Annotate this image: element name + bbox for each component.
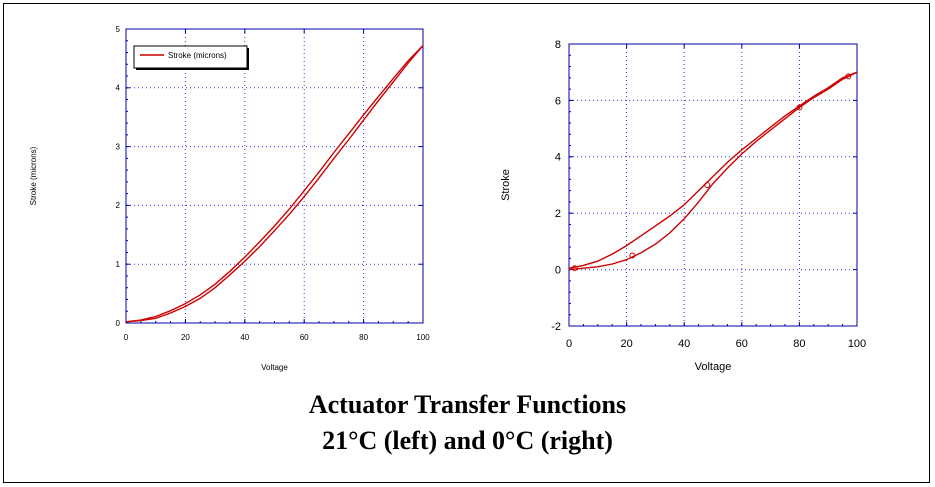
series-line-up bbox=[125, 45, 424, 323]
chart-left-x-axis-label: Voltage bbox=[261, 363, 288, 372]
chart-right-markers bbox=[571, 73, 852, 272]
x-tick-label: 100 bbox=[848, 338, 866, 350]
chart-left-plot-frame bbox=[125, 28, 424, 324]
series-line-up bbox=[568, 71, 858, 271]
chart-left: 0 20 40 60 80 100 0 1 2 3 4 5 Stroke (microns) Volt… bbox=[29, 25, 430, 372]
chart-left-ticks: 0 20 40 60 80 100 0 1 2 3 4 5 bbox=[116, 25, 431, 342]
chart-right-y-axis-label: Stroke bbox=[500, 169, 512, 201]
y-tick-label: 8 bbox=[555, 39, 561, 51]
x-tick-label: 40 bbox=[240, 333, 249, 342]
y-tick-label: 3 bbox=[116, 142, 121, 151]
legend-entry-stroke: Stroke (microns) bbox=[168, 51, 227, 60]
chart-right-ticks: 0 20 40 60 80 100 -2 0 2 4 6 8 bbox=[551, 39, 866, 350]
chart-right-x-axis-label: Voltage bbox=[695, 361, 732, 373]
y-tick-label: 4 bbox=[116, 84, 121, 93]
legend-box bbox=[133, 45, 248, 69]
x-tick-label: 100 bbox=[416, 333, 430, 342]
series-line-down bbox=[568, 71, 858, 269]
series-marker bbox=[796, 104, 803, 111]
chart-right-curves bbox=[568, 71, 858, 271]
y-tick-label: 0 bbox=[555, 264, 561, 276]
chart-right-plot-frame bbox=[568, 43, 858, 327]
x-tick-label: 20 bbox=[620, 338, 632, 350]
x-tick-label: 60 bbox=[736, 338, 748, 350]
caption-title: Actuator Transfer Functions bbox=[308, 390, 627, 419]
series-line-down bbox=[125, 45, 424, 323]
x-tick-label: 80 bbox=[793, 338, 805, 350]
x-tick-label: 40 bbox=[678, 338, 690, 350]
x-tick-label: 80 bbox=[359, 333, 368, 342]
chart-right-grid bbox=[568, 43, 858, 327]
y-tick-label: 2 bbox=[555, 208, 561, 220]
x-tick-label: 0 bbox=[124, 333, 129, 342]
y-tick-label: 6 bbox=[555, 95, 561, 107]
series-marker bbox=[629, 252, 636, 259]
x-tick-label: 0 bbox=[566, 338, 572, 350]
chart-left-y-axis-label: Stroke (microns) bbox=[29, 146, 38, 205]
caption-subtitle: 21°C (left) and 0°C (right) bbox=[322, 426, 613, 455]
y-tick-label: -2 bbox=[551, 321, 561, 333]
y-tick-label: 4 bbox=[555, 152, 561, 164]
x-tick-label: 20 bbox=[181, 333, 190, 342]
slide-frame bbox=[3, 3, 930, 483]
series-marker bbox=[845, 73, 852, 80]
chart-right: 0 20 40 60 80 100 -2 0 2 4 6 8 Voltage Stroke bbox=[500, 39, 866, 373]
chart-left-curves bbox=[125, 45, 424, 323]
series-marker bbox=[571, 265, 578, 272]
x-tick-label: 60 bbox=[300, 333, 309, 342]
chart-left-grid bbox=[125, 28, 424, 324]
series-marker bbox=[704, 182, 711, 188]
y-tick-label: 0 bbox=[116, 319, 121, 328]
y-tick-label: 5 bbox=[116, 25, 121, 34]
y-tick-label: 1 bbox=[116, 260, 121, 269]
chart-left-legend: Stroke (microns) bbox=[133, 45, 249, 70]
y-tick-label: 2 bbox=[116, 201, 121, 210]
